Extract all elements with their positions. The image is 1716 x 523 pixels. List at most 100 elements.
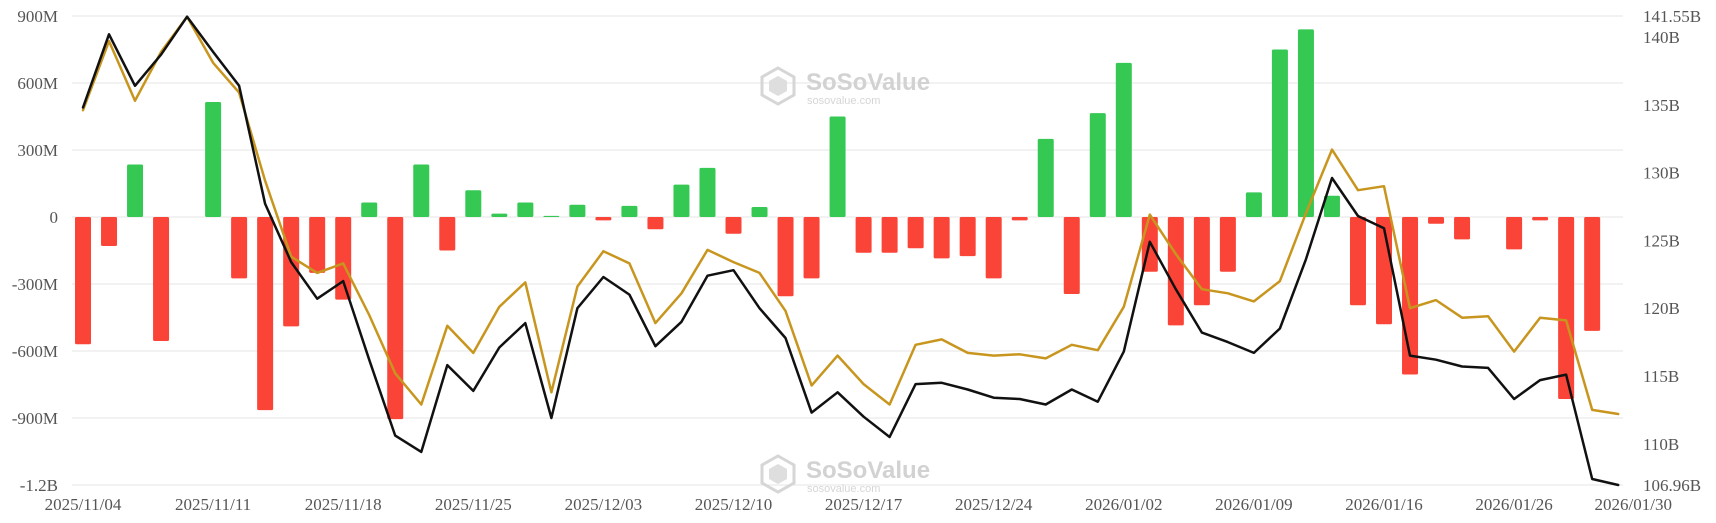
right-axis: 141.55B 140B 135B 130B 125B 120B 115B 110B 106.9… [1643,7,1701,495]
left-tick-label: 300M [17,141,58,160]
flow-bar [647,217,664,230]
watermark-sub: sosovalue.com [807,95,880,107]
left-tick-label: -300M [12,275,58,294]
flow-bar [387,217,404,420]
flow-bar [335,217,352,300]
x-tick-label: 2025/12/17 [825,495,903,514]
right-tick-label: 120B [1643,299,1680,318]
flow-bar [1584,217,1601,331]
right-tick-label: 141.55B [1643,7,1701,26]
flow-bar [309,217,326,273]
x-tick-label: 2025/12/10 [695,495,772,514]
watermark-sub: sosovalue.com [807,483,880,495]
flow-bar [1323,195,1340,217]
x-tick-label: 2025/11/11 [175,495,251,514]
watermark: SoSoValue sosovalue.com [760,66,930,107]
flow-bar [881,217,898,253]
x-tick-label: 2026/01/30 [1595,495,1672,514]
grid-lines [72,15,1623,486]
flow-bar [257,217,274,411]
flow-bar [907,217,924,249]
flow-bar [1271,49,1288,217]
left-axis: 900M 600M 300M 0 -300M -600M -900M -1.2B [12,7,58,495]
flow-bar [465,190,482,217]
flow-bar [673,184,690,217]
flow-bar [1532,217,1549,221]
flow-bar [517,202,534,217]
flow-bar [1063,217,1080,295]
flow-bar [595,217,612,221]
flow-bar [1428,217,1445,224]
flow-bar [803,217,820,279]
right-tick-label: 106.96B [1643,476,1701,495]
flow-bar [829,116,846,217]
x-tick-label: 2026/01/26 [1475,495,1552,514]
left-tick-label: -900M [12,409,58,428]
flow-bar [621,205,638,217]
flow-bar [1037,138,1054,217]
flow-bar [985,217,1002,279]
flow-bar [361,202,378,217]
left-tick-label: -600M [12,342,58,361]
right-tick-label: 140B [1643,28,1680,47]
flow-bar [205,101,222,217]
right-tick-label: 125B [1643,231,1680,250]
flow-bar [751,206,768,217]
value-lines [81,15,1620,487]
flow-bar [75,217,91,345]
flow-bar [543,215,560,217]
watermark: SoSoValue sosovalue.com [760,454,930,495]
flow-bar [1245,192,1262,217]
x-tick-label: 2025/12/24 [955,495,1033,514]
flow-bar [1193,217,1210,306]
cumulative-line [81,15,1620,416]
flow-bar [1115,62,1132,218]
watermark-brand: SoSoValue [806,69,930,96]
flow-bar [231,217,248,279]
flow-bar [959,217,976,257]
x-tick-label: 2025/11/25 [435,495,512,514]
sosovalue-logo-icon [760,454,796,494]
flow-bar [777,217,794,297]
flow-bar [699,167,716,217]
flow-bar [439,217,456,251]
right-tick-label: 115B [1643,367,1679,386]
flow-bar [569,204,586,217]
x-tick-label: 2025/12/03 [565,495,642,514]
left-tick-label: 0 [50,208,59,227]
flow-bar [1454,217,1471,240]
left-tick-label: 600M [17,74,58,93]
flow-bar [153,217,170,341]
watermark-brand: SoSoValue [806,457,930,484]
flow-bar [1089,113,1106,217]
flow-bar [1011,217,1028,221]
flow-bar [1558,217,1575,400]
flow-bar [1167,217,1184,326]
x-tick-label: 2026/01/16 [1345,495,1422,514]
flow-bars [75,29,1601,420]
flow-bar [933,217,950,259]
left-tick-label: 900M [17,7,58,26]
flow-bar [491,213,508,217]
flow-bar [725,217,742,234]
net-assets-line [81,15,1620,487]
flow-bar [855,217,872,253]
x-tick-label: 2026/01/02 [1085,495,1162,514]
flow-bar [1297,29,1314,218]
flow-bar [127,164,144,217]
flow-bar [413,164,430,217]
x-tick-label: 2025/11/18 [305,495,382,514]
right-tick-label: 130B [1643,164,1680,183]
flow-bar [1506,217,1523,250]
sosovalue-logo-icon [760,66,796,106]
right-tick-label: 135B [1643,96,1680,115]
x-tick-label: 2026/01/09 [1215,495,1292,514]
right-tick-label: 110B [1643,435,1679,454]
flow-bar [1219,217,1236,272]
flow-bar [101,217,118,247]
left-tick-label: -1.2B [20,476,58,495]
x-tick-label: 2025/11/04 [45,495,122,514]
flow-bar [1349,217,1366,306]
x-axis: 2025/11/04 2025/11/11 2025/11/18 2025/11/25… [45,495,1672,514]
